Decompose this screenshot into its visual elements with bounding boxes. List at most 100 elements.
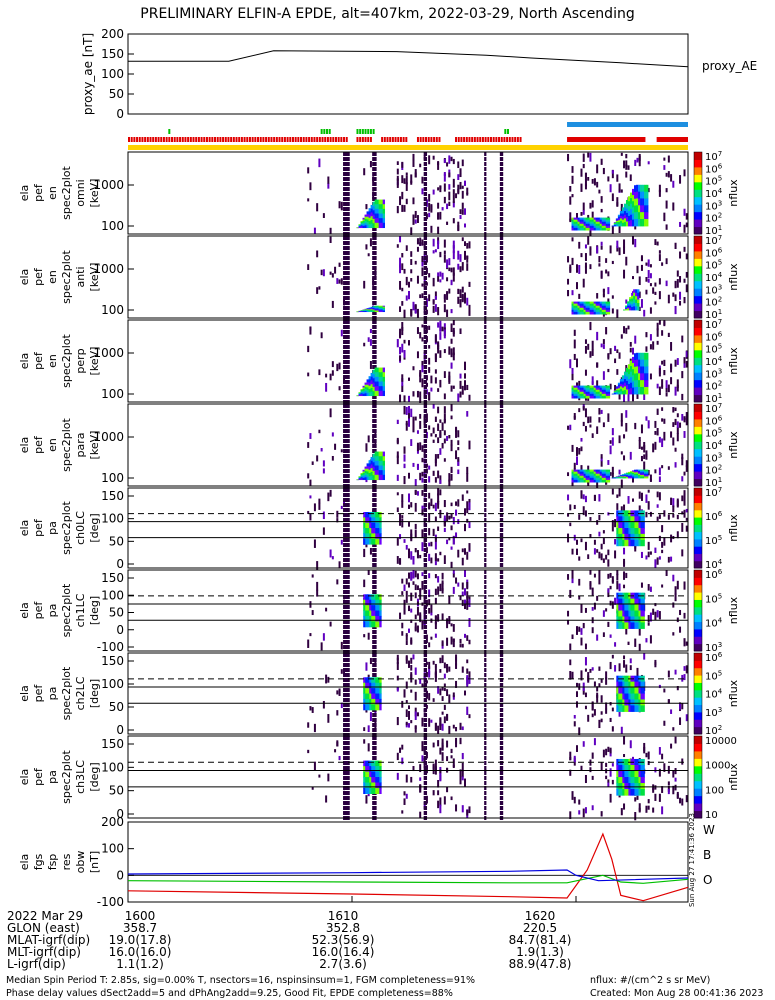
spectrogram-pixel: [645, 494, 648, 503]
flux-blob: [626, 681, 629, 689]
colorbar-tick-label: 100: [705, 785, 724, 796]
flux-blob: [367, 605, 370, 612]
spectrogram-pixel: [567, 425, 570, 430]
flux-blob: [603, 223, 607, 227]
flux-blob: [380, 386, 383, 392]
spectrogram-pixel: [369, 161, 372, 168]
flux-blob: [371, 677, 374, 684]
spectrogram-pixel: [596, 694, 599, 703]
flux-blob: [626, 764, 629, 772]
status-tick-red: [471, 137, 474, 142]
spectrogram-pixel: [499, 474, 504, 478]
flux-blob: [571, 469, 574, 473]
spectrogram-pixel: [661, 438, 664, 448]
spectrogram-pixel: [589, 248, 592, 256]
flux-blob: [629, 203, 633, 210]
flux-blob: [636, 373, 639, 381]
colorbar-band: [694, 273, 702, 282]
spectrogram-pixel: [416, 553, 419, 559]
flux-blob: [571, 477, 574, 481]
spectrogram-pixel: [499, 157, 504, 161]
data-gap: [522, 404, 534, 486]
spectrogram-pixel: [405, 276, 408, 286]
spectrogram-pixel: [419, 554, 422, 559]
flux-blob: [638, 380, 641, 388]
flux-blob: [613, 224, 617, 226]
colorbar-tick-label: 107: [705, 234, 722, 247]
spectrogram-pixel: [618, 583, 621, 592]
spectrogram-pixel: [450, 755, 453, 759]
spectrogram-pixel: [464, 373, 466, 379]
spectrogram-pixel: [372, 414, 377, 418]
spectrogram-pixel: [423, 703, 428, 707]
spectrogram-pixel: [658, 793, 661, 802]
spectrogram-pixel: [450, 156, 453, 162]
flux-blob: [603, 391, 607, 395]
flux-blob: [379, 677, 382, 684]
flux-blob: [368, 466, 371, 471]
spectrogram-pixel: [685, 284, 688, 293]
status-tick-red: [367, 137, 370, 142]
spectrogram-pixel: [596, 362, 599, 368]
flux-blob: [603, 389, 607, 393]
flux-blob: [591, 219, 594, 223]
spectrogram-pixel: [667, 670, 670, 678]
spectrogram-pixel: [625, 410, 628, 418]
spectrogram-pixel: [600, 457, 603, 462]
fgm-ytick-label: 0: [116, 868, 124, 882]
spectrogram-pixel: [499, 600, 504, 604]
flux-blob: [365, 522, 368, 529]
colorbar-band: [694, 675, 702, 683]
flux-blob: [589, 469, 592, 473]
spectrogram-pixel: [340, 702, 343, 709]
spectrogram-pixel: [499, 395, 504, 399]
flux-blob: [382, 305, 385, 308]
colorbar-tick-label: 102: [705, 464, 722, 477]
spectrogram-pixel: [587, 152, 590, 158]
flux-blob: [623, 371, 627, 376]
spectrogram-pixel: [638, 491, 641, 499]
flux-blob: [632, 369, 635, 376]
flux-blob: [575, 217, 578, 221]
flux-blob: [618, 789, 621, 796]
flux-blob: [379, 533, 382, 540]
spectrogram-pixel: [674, 736, 677, 744]
spectrogram-pixel: [665, 388, 668, 393]
flux-blob: [626, 675, 629, 683]
spectrogram-pixel: [401, 322, 404, 331]
flux-blob: [615, 223, 619, 226]
flux-blob: [607, 223, 611, 227]
spectrogram-pixel: [654, 662, 657, 668]
flux-blob: [363, 777, 366, 784]
flux-blob: [370, 306, 373, 309]
flux-blob: [363, 522, 366, 529]
flux-blob: [618, 604, 621, 612]
spectrogram-pixel: [609, 747, 612, 754]
spectrogram-pixel: [448, 267, 451, 272]
flux-blob: [638, 366, 641, 374]
flux-blob: [368, 382, 371, 387]
spectrogram-pixel: [450, 623, 453, 627]
flux-blob: [380, 306, 383, 309]
flux-blob: [380, 367, 383, 373]
flux-blob: [640, 380, 643, 388]
spectrogram-pixel: [620, 808, 623, 816]
spectrogram-pixel: [499, 464, 504, 468]
spectrogram-pixel: [672, 574, 675, 582]
footer-line-1: Median Spin Period T: 2.85s, sig=0.00% T…: [6, 975, 476, 986]
flux-blob: [597, 393, 601, 397]
spectrogram-pixel: [403, 476, 406, 485]
spectrogram-pixel: [667, 294, 670, 304]
flux-blob: [630, 693, 633, 701]
spectrogram-pixel: [468, 394, 471, 401]
flux-blob: [366, 471, 369, 475]
spectrogram-pixel: [611, 520, 614, 527]
spectrogram-pixel: [439, 251, 442, 258]
flux-blob: [377, 704, 380, 711]
spectrogram-pixel: [459, 769, 462, 778]
spectrogram-pixel: [416, 390, 419, 398]
spectrogram-pixel: [425, 213, 428, 220]
flux-blob: [595, 395, 599, 399]
flux-blob: [571, 223, 574, 227]
flux-blob: [366, 219, 369, 223]
